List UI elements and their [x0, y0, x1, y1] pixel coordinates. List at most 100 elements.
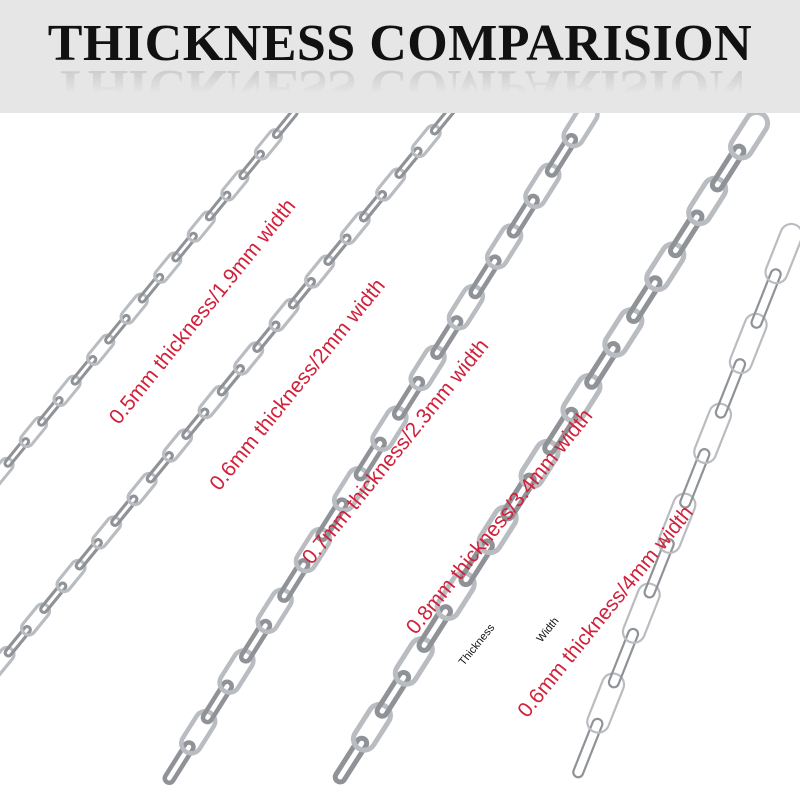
chain-link — [391, 375, 426, 421]
chain-link — [679, 448, 711, 509]
chain-link — [709, 143, 747, 193]
chain-link — [0, 645, 16, 681]
chain-link — [370, 405, 409, 452]
chain-link — [764, 222, 800, 285]
chain-link — [271, 113, 299, 140]
chain-link — [331, 466, 371, 513]
chains-illustration — [0, 113, 800, 786]
chain-link — [37, 396, 64, 427]
chain-link — [74, 537, 103, 571]
chain-link — [153, 251, 183, 284]
chain-link — [55, 558, 87, 594]
chain-link — [119, 292, 149, 325]
chain-link — [416, 604, 453, 653]
chain-link — [86, 333, 116, 366]
chain-link — [179, 709, 218, 756]
chain-link — [572, 717, 604, 779]
chain-link — [52, 374, 82, 407]
chain-link — [70, 354, 98, 386]
chain-link — [644, 241, 687, 293]
chain-link — [91, 515, 123, 550]
chain-link — [204, 190, 232, 222]
chain-link — [693, 402, 733, 465]
chain-link — [621, 582, 661, 644]
chain-link — [394, 146, 423, 179]
chain-link — [667, 209, 705, 259]
chain-link — [110, 494, 139, 527]
chain-link — [584, 341, 621, 390]
chain-link — [626, 275, 663, 324]
chain-link — [410, 123, 442, 159]
chain-link — [518, 438, 561, 490]
chain-link — [476, 504, 519, 556]
chain-link — [287, 276, 317, 310]
chain-link — [408, 344, 447, 392]
chain-link — [542, 406, 579, 456]
header-banner: THICKNESS COMPARISION THICKNESS COMPARIS… — [0, 0, 800, 113]
chain-link — [750, 268, 782, 329]
chain-link — [137, 272, 165, 304]
chain-4 — [332, 113, 771, 785]
chain-link — [268, 297, 300, 333]
chain-link — [162, 740, 196, 786]
chain-5 — [572, 222, 800, 779]
chain-link — [145, 450, 174, 484]
chain-link — [217, 648, 256, 695]
chain-link — [0, 456, 15, 490]
chain-link — [714, 358, 747, 419]
chain-link — [255, 587, 294, 635]
title-reflection: THICKNESS COMPARISION — [53, 59, 747, 113]
chain-link — [544, 132, 579, 178]
chain-link — [607, 627, 640, 689]
chain-link — [238, 149, 265, 181]
chain-link — [19, 602, 52, 637]
chain-link — [186, 210, 216, 243]
chain-link — [561, 113, 600, 149]
chain-link — [560, 372, 603, 424]
chain-2 — [0, 113, 459, 681]
chain-link — [252, 320, 281, 353]
chain-3 — [162, 113, 600, 786]
chain-link — [657, 492, 697, 554]
chain-link — [429, 113, 459, 136]
chain-link — [353, 436, 387, 482]
chain-link — [323, 233, 352, 266]
chain-link — [458, 538, 495, 588]
chain-link — [430, 315, 464, 360]
chain-link — [3, 624, 32, 658]
chain-link — [602, 307, 645, 358]
chain-link — [200, 679, 234, 725]
chain-1 — [0, 113, 299, 490]
chain-link — [216, 363, 246, 397]
chain-link — [293, 526, 333, 574]
chain-link — [468, 254, 502, 300]
chain-link — [339, 210, 371, 246]
chain-link — [484, 223, 524, 270]
chain-link — [500, 472, 537, 522]
chain-link — [315, 497, 349, 543]
page-title: THICKNESS COMPARISION — [47, 15, 753, 72]
chain-link — [392, 636, 435, 687]
chain-link — [523, 162, 562, 209]
chain-link — [446, 283, 486, 331]
chain-link — [238, 618, 273, 664]
chain-link — [304, 254, 336, 289]
chain-link — [434, 570, 477, 621]
chain-link — [728, 113, 771, 161]
chain-link — [506, 193, 540, 239]
chain-link — [233, 341, 265, 376]
chain-link — [253, 128, 284, 161]
chain-link — [18, 415, 49, 449]
chain-link — [332, 735, 370, 785]
chain-link — [350, 701, 393, 753]
chain-link — [375, 167, 407, 202]
chain-link — [104, 313, 131, 345]
chain-link — [586, 672, 626, 734]
chain-link — [126, 471, 158, 507]
chain-link — [3, 437, 31, 468]
chain-link — [643, 537, 675, 599]
chain-link — [197, 384, 229, 420]
chain-link — [181, 407, 210, 440]
chain-link — [728, 312, 768, 375]
chain-link — [39, 581, 68, 615]
